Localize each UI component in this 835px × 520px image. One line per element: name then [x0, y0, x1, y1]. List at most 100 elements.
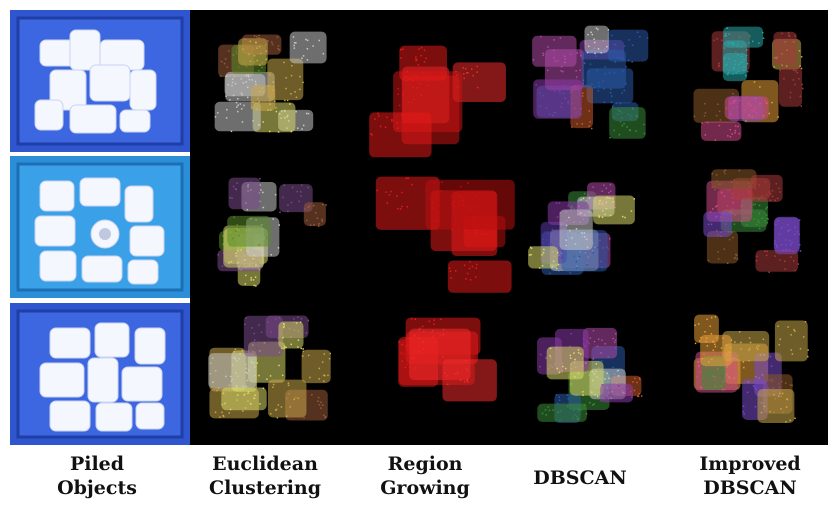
cloud-point: [804, 320, 807, 323]
cloud-point: [318, 378, 321, 380]
cloud-point: [269, 73, 271, 76]
cloud-point: [401, 360, 404, 362]
cloud-point: [433, 319, 435, 321]
cloud-point: [704, 134, 707, 136]
cloud-point: [251, 79, 253, 81]
cloud-point: [253, 397, 256, 399]
cloud-point: [701, 122, 703, 124]
cloud-point: [450, 203, 453, 206]
cloud-point: [243, 198, 246, 200]
cloud-point: [308, 205, 311, 208]
cloud-point: [710, 333, 713, 335]
cloud-point: [773, 66, 775, 68]
cloud-point: [769, 410, 771, 413]
cloud-point: [742, 410, 745, 413]
cloud-point: [552, 114, 554, 117]
cloud-point: [226, 66, 229, 68]
cloud-point: [269, 244, 272, 246]
cloud-point: [397, 207, 399, 210]
cloud-point: [279, 211, 281, 214]
cloud-point: [565, 239, 567, 241]
cloud-point: [733, 100, 736, 102]
cloud-point: [256, 353, 258, 355]
cloud-point: [583, 192, 586, 195]
cloud-point: [698, 340, 701, 342]
cloud-point: [313, 224, 315, 226]
cloud-point: [789, 54, 792, 57]
cloud-segment: [724, 96, 769, 120]
cloud-point: [609, 197, 611, 199]
cloud-point: [565, 244, 567, 247]
cloud-point: [604, 378, 606, 380]
cloud-point: [605, 196, 608, 199]
cloud-point: [693, 115, 696, 118]
cloud-point: [760, 411, 763, 414]
cloud-point: [226, 108, 228, 111]
cloud-point: [564, 97, 567, 100]
cloud-point: [722, 370, 724, 372]
cloud-point: [543, 248, 545, 251]
cloud-point: [743, 189, 746, 191]
cloud-point: [755, 223, 758, 226]
cloud-point: [800, 56, 803, 58]
cloud-point: [728, 33, 730, 35]
cloud-point: [418, 48, 420, 50]
cloud-point: [275, 107, 277, 109]
cloud-point: [236, 52, 238, 55]
cloud-panel: [369, 45, 506, 158]
cloud-point: [589, 63, 592, 65]
cloud-point: [789, 91, 792, 94]
cloud-point: [600, 266, 603, 268]
cloud-point: [758, 42, 760, 44]
cloud-point: [771, 189, 774, 192]
cloud-point: [730, 43, 733, 45]
cloud-point: [260, 52, 262, 55]
cloud-point: [637, 395, 640, 398]
cloud-point: [556, 216, 559, 218]
cloud-point: [588, 197, 591, 199]
cloud-point: [268, 85, 270, 87]
cloud-point: [643, 123, 645, 126]
cloud-point: [244, 323, 246, 326]
cloud-point: [234, 230, 237, 233]
cloud-point: [592, 329, 595, 332]
cloud-point: [321, 218, 323, 221]
cloud-point: [224, 402, 226, 405]
cloud-point: [287, 204, 289, 206]
cloud-point: [274, 409, 277, 411]
cloud-point: [401, 114, 403, 116]
cloud-segment: [750, 174, 783, 202]
cloud-point: [734, 132, 736, 134]
cloud-point: [577, 349, 580, 351]
cloud-point: [787, 326, 789, 328]
cloud-point: [558, 399, 561, 401]
cloud-point: [250, 277, 252, 279]
cloud-point: [549, 272, 551, 275]
cloud-point: [397, 87, 400, 90]
cloud-segment: [243, 315, 283, 357]
cloud-point: [753, 110, 755, 112]
cloud-point: [562, 84, 564, 87]
cloud-segment: [289, 31, 327, 64]
cloud-point: [637, 395, 639, 397]
cloud-point: [748, 347, 751, 350]
cloud-point: [262, 387, 265, 390]
cloud-point: [751, 40, 754, 43]
cloud-point: [719, 219, 721, 222]
cloud-point: [400, 57, 402, 59]
cloud-point: [280, 406, 283, 408]
cloud-point: [402, 48, 404, 51]
cloud-point: [269, 99, 271, 102]
cloud-point: [711, 186, 714, 189]
cloud-point: [733, 102, 735, 104]
cloud-point: [588, 110, 591, 112]
cloud-point: [738, 63, 740, 66]
cloud-point: [764, 220, 767, 222]
cloud-point: [710, 316, 713, 319]
cloud-point: [277, 247, 280, 249]
cloud-point: [411, 183, 413, 186]
cloud-point: [401, 343, 403, 346]
cloud-point: [726, 353, 729, 356]
cloud-point: [714, 316, 717, 318]
cloud-point: [748, 42, 750, 44]
